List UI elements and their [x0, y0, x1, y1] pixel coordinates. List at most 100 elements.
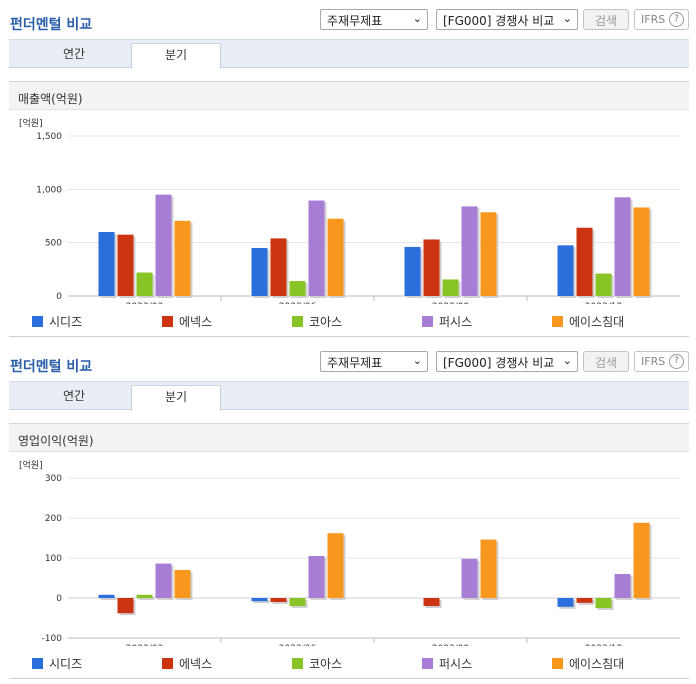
legend-item[interactable]: 에이스침대	[552, 313, 624, 330]
legend-swatch	[552, 316, 563, 327]
bar	[614, 197, 631, 296]
compare-select-value: [FG000] 경쟁사 비교	[443, 14, 555, 28]
legend-item[interactable]: 에이스침대	[552, 655, 624, 672]
legend-label: 에이스침대	[569, 315, 625, 329]
bar	[480, 539, 497, 598]
legend-swatch	[422, 658, 433, 669]
y-tick-label: 500	[45, 239, 62, 249]
legend-swatch	[162, 316, 173, 327]
y-tick-label: 1,500	[36, 132, 62, 142]
bar	[270, 598, 287, 602]
legend-item[interactable]: 시디즈	[32, 313, 82, 330]
bar	[251, 598, 268, 602]
divider	[9, 678, 689, 679]
compare-select[interactable]: [FG000] 경쟁사 비교 ⌄	[436, 351, 578, 372]
panel-operating-profit: 펀더멘털 비교 주재무제표 ⌄ [FG000] 경쟁사 비교 ⌄ 검색 IFRS…	[0, 342, 696, 684]
search-button[interactable]: 검색	[583, 9, 629, 30]
bar	[557, 245, 574, 296]
bar	[136, 272, 153, 296]
ifrs-label: IFRS	[641, 355, 666, 368]
x-tick-label: 2023/06	[279, 644, 317, 646]
bar	[404, 246, 421, 296]
ifrs-button[interactable]: IFRS ?	[634, 9, 689, 30]
section-title: 펀더멘털 비교	[10, 359, 93, 375]
bar	[174, 220, 191, 296]
bar	[327, 218, 344, 296]
x-tick-label: 2023/09	[432, 302, 470, 304]
chart-title: 영업이익(억원)	[9, 423, 689, 452]
chevron-down-icon: ⌄	[562, 354, 572, 367]
y-unit-label: [억원]	[19, 117, 43, 129]
compare-select[interactable]: [FG000] 경쟁사 비교 ⌄	[436, 9, 578, 30]
legend-swatch	[552, 658, 563, 669]
y-tick-label: 300	[45, 474, 62, 484]
legend-label: 시디즈	[49, 315, 83, 329]
legend-swatch	[292, 658, 303, 669]
bar	[327, 533, 344, 598]
legend-item[interactable]: 코아스	[292, 313, 342, 330]
bar	[270, 238, 287, 296]
bar	[614, 574, 631, 598]
x-tick-label: 2023/12	[585, 302, 622, 304]
bar	[633, 522, 650, 598]
statement-select[interactable]: 주재무제표 ⌄	[320, 351, 428, 372]
ifrs-button[interactable]: IFRS ?	[634, 351, 689, 372]
y-tick-label: 0	[56, 292, 62, 302]
legend-label: 에이스침대	[569, 657, 625, 671]
bar	[595, 598, 612, 608]
bar	[461, 206, 478, 296]
legend-item[interactable]: 퍼시스	[422, 313, 472, 330]
bar	[461, 558, 478, 598]
tab-quarterly[interactable]: 분기	[131, 385, 221, 411]
y-tick-label: 100	[45, 554, 62, 564]
divider	[9, 336, 689, 337]
y-tick-label: 0	[56, 594, 62, 604]
help-icon: ?	[669, 12, 684, 27]
bar	[117, 234, 134, 296]
legend-label: 퍼시스	[439, 657, 473, 671]
bar	[136, 594, 153, 598]
statement-select[interactable]: 주재무제표 ⌄	[320, 9, 428, 30]
help-icon: ?	[669, 354, 684, 369]
tab-quarterly[interactable]: 분기	[131, 43, 221, 69]
bar	[576, 598, 593, 603]
legend-swatch	[32, 658, 43, 669]
bar	[576, 227, 593, 296]
bar	[557, 598, 574, 607]
bar	[308, 556, 325, 598]
y-tick-label: -100	[42, 634, 63, 644]
x-tick-label: 2023/09	[432, 644, 470, 646]
legend-item[interactable]: 에넥스	[162, 313, 212, 330]
bar	[423, 239, 440, 296]
x-tick-label: 2023/03	[126, 644, 163, 646]
legend-item[interactable]: 시디즈	[32, 655, 82, 672]
revenue-chart: [억원] 0 500 1,000 1,500 2023/03 2023/06 2023/09 2…	[19, 117, 680, 304]
bar	[251, 248, 268, 296]
legend-item[interactable]: 에넥스	[162, 655, 212, 672]
statement-select-value: 주재무제표	[327, 14, 383, 28]
x-tick-label: 2023/03	[126, 302, 163, 304]
legend-swatch	[32, 316, 43, 327]
legend-label: 코아스	[309, 315, 343, 329]
bar	[595, 273, 612, 296]
bar-shadow	[138, 596, 155, 600]
bar	[117, 598, 134, 614]
period-tabs: 연간 분기	[9, 39, 689, 69]
bar-shadow	[100, 596, 117, 600]
operating-profit-chart: [억원] -100 0 100 200 300 2023/03 2023/06 2023/09 2…	[19, 459, 680, 646]
bar	[98, 232, 115, 296]
legend-item[interactable]: 퍼시스	[422, 655, 472, 672]
section-title: 펀더멘털 비교	[10, 17, 93, 33]
chevron-down-icon: ⌄	[412, 12, 422, 25]
legend-item[interactable]: 코아스	[292, 655, 342, 672]
tab-annual[interactable]: 연간	[62, 47, 86, 61]
legend-swatch	[162, 658, 173, 669]
legend-swatch	[292, 316, 303, 327]
bar	[155, 563, 172, 598]
bar	[633, 207, 650, 296]
panel-revenue: 펀더멘털 비교 주재무제표 ⌄ [FG000] 경쟁사 비교 ⌄ 검색 IFRS…	[9, 9, 689, 337]
bar	[289, 598, 306, 606]
x-tick-label: 2023/06	[279, 302, 317, 304]
search-button[interactable]: 검색	[583, 351, 629, 372]
tab-annual[interactable]: 연간	[62, 389, 86, 403]
